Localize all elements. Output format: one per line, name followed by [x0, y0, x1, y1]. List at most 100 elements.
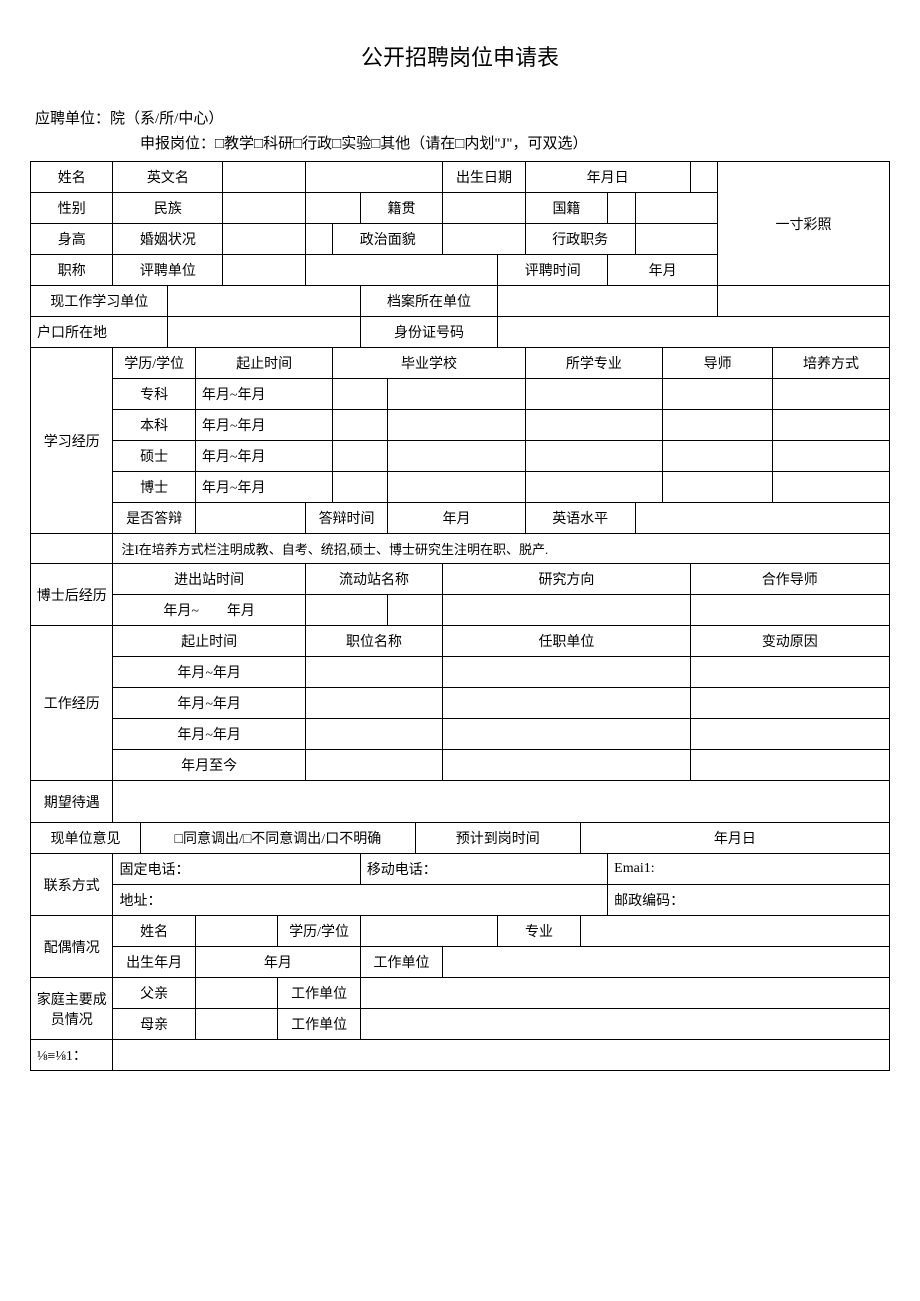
field-w2-chg[interactable] [690, 688, 889, 719]
label-degree: 学历/学位 [113, 348, 195, 379]
field-zk-duration[interactable]: 年月~年月 [195, 379, 332, 410]
field-ss-duration[interactable]: 年月~年月 [195, 441, 332, 472]
field-ss-school[interactable] [388, 441, 525, 472]
field-w4-pos[interactable] [305, 750, 442, 781]
field-bk-tutor[interactable] [663, 410, 773, 441]
field-bs-duration[interactable]: 年月~年月 [195, 472, 332, 503]
field-w3-chg[interactable] [690, 719, 889, 750]
field-english-name[interactable] [223, 162, 305, 193]
field-spouse-degree[interactable] [360, 916, 497, 947]
label-spouse-major: 专业 [498, 916, 580, 947]
label-mobile: 移动电话： [360, 854, 607, 885]
field-bk-a[interactable] [333, 410, 388, 441]
field-spouse-birth[interactable]: 年月 [195, 947, 360, 978]
field-blank1[interactable] [305, 162, 442, 193]
label-mode: 培养方式 [773, 348, 890, 379]
field-ss-major[interactable] [525, 441, 662, 472]
field-father-work[interactable] [360, 978, 889, 1009]
field-inout[interactable]: 年月~ 年月 [113, 595, 305, 626]
label-birth-date: 出生日期 [443, 162, 525, 193]
field-zk-school[interactable] [388, 379, 525, 410]
field-ethnicity[interactable] [223, 193, 305, 224]
field-w2-dur[interactable]: 年月~年月 [113, 688, 305, 719]
field-blank4[interactable] [305, 255, 497, 286]
field-birth-date[interactable]: 年月日 [525, 162, 690, 193]
label-coop-tutor: 合作导师 [690, 564, 889, 595]
field-ss-tutor[interactable] [663, 441, 773, 472]
field-spouse-work[interactable] [443, 947, 890, 978]
label-major: 所学专业 [525, 348, 662, 379]
field-archive-unit[interactable] [498, 286, 718, 317]
field-spouse-name[interactable] [195, 916, 277, 947]
field-politics[interactable] [443, 224, 525, 255]
field-w1-emp[interactable] [443, 657, 690, 688]
field-w4-dur[interactable]: 年月至今 [113, 750, 305, 781]
field-footer[interactable] [113, 1040, 890, 1071]
field-w2-emp[interactable] [443, 688, 690, 719]
field-bk-mode[interactable] [773, 410, 890, 441]
label-current-unit: 现工作学习单位 [31, 286, 168, 317]
field-station-b[interactable] [388, 595, 443, 626]
note-text: 注I在培养方式栏注明成教、自考、统招,硕士、博士研究生注明在职、脱产. [113, 534, 890, 564]
field-blank5[interactable] [718, 286, 890, 317]
field-w3-emp[interactable] [443, 719, 690, 750]
field-hukou[interactable] [168, 317, 360, 348]
label-english-name: 英文名 [113, 162, 223, 193]
field-native[interactable] [443, 193, 525, 224]
field-current-unit[interactable] [168, 286, 360, 317]
field-bs-tutor[interactable] [663, 472, 773, 503]
field-blank-bd[interactable] [690, 162, 717, 193]
field-bs-major[interactable] [525, 472, 662, 503]
field-research[interactable] [443, 595, 690, 626]
field-arrival[interactable]: 年月日 [580, 823, 889, 854]
field-mother-work[interactable] [360, 1009, 889, 1040]
field-blank2a[interactable] [305, 193, 360, 224]
field-w2-pos[interactable] [305, 688, 442, 719]
field-station-a[interactable] [305, 595, 387, 626]
field-id[interactable] [498, 317, 890, 348]
field-eval-time[interactable]: 年月 [608, 255, 718, 286]
field-w1-dur[interactable]: 年月~年月 [113, 657, 305, 688]
field-bk-major[interactable] [525, 410, 662, 441]
field-zk-tutor[interactable] [663, 379, 773, 410]
label-spouse-birth: 出生年月 [113, 947, 195, 978]
field-zk-major[interactable] [525, 379, 662, 410]
label-admin-post: 行政职务 [525, 224, 635, 255]
field-bk-school[interactable] [388, 410, 525, 441]
label-defend-time: 答辩时间 [305, 503, 387, 534]
field-bs-mode[interactable] [773, 472, 890, 503]
field-ss-mode[interactable] [773, 441, 890, 472]
label-gender: 性别 [31, 193, 113, 224]
field-w1-chg[interactable] [690, 657, 889, 688]
field-blank3a[interactable] [305, 224, 332, 255]
field-admin-post[interactable] [635, 224, 717, 255]
field-w1-pos[interactable] [305, 657, 442, 688]
field-coop-tutor[interactable] [690, 595, 889, 626]
field-ss-a[interactable] [333, 441, 388, 472]
field-nationality[interactable] [608, 193, 635, 224]
field-english-level[interactable] [635, 503, 889, 534]
field-w4-emp[interactable] [443, 750, 690, 781]
field-bs-school[interactable] [388, 472, 525, 503]
position-type-line: 申报岗位：□教学□科研□行政□实验□其他（请在□内划"J"，可双选） [140, 132, 890, 153]
field-opinion-opts[interactable]: □同意调出/□不同意调出/口不明确 [140, 823, 415, 854]
field-father[interactable] [195, 978, 277, 1009]
field-expect[interactable] [113, 781, 890, 823]
field-w4-chg[interactable] [690, 750, 889, 781]
field-marital[interactable] [223, 224, 305, 255]
field-spouse-major[interactable] [580, 916, 889, 947]
field-blank2b[interactable] [635, 193, 717, 224]
field-w3-pos[interactable] [305, 719, 442, 750]
field-bk-duration[interactable]: 年月~年月 [195, 410, 332, 441]
label-native: 籍贯 [360, 193, 442, 224]
label-tutor: 导师 [663, 348, 773, 379]
field-w3-dur[interactable]: 年月~年月 [113, 719, 305, 750]
label-zhuanke: 专科 [113, 379, 195, 410]
field-bs-a[interactable] [333, 472, 388, 503]
field-defend-time[interactable]: 年月 [388, 503, 525, 534]
field-eval-unit[interactable] [223, 255, 305, 286]
field-zk-a[interactable] [333, 379, 388, 410]
field-zk-mode[interactable] [773, 379, 890, 410]
field-defend[interactable] [195, 503, 305, 534]
field-mother[interactable] [195, 1009, 277, 1040]
